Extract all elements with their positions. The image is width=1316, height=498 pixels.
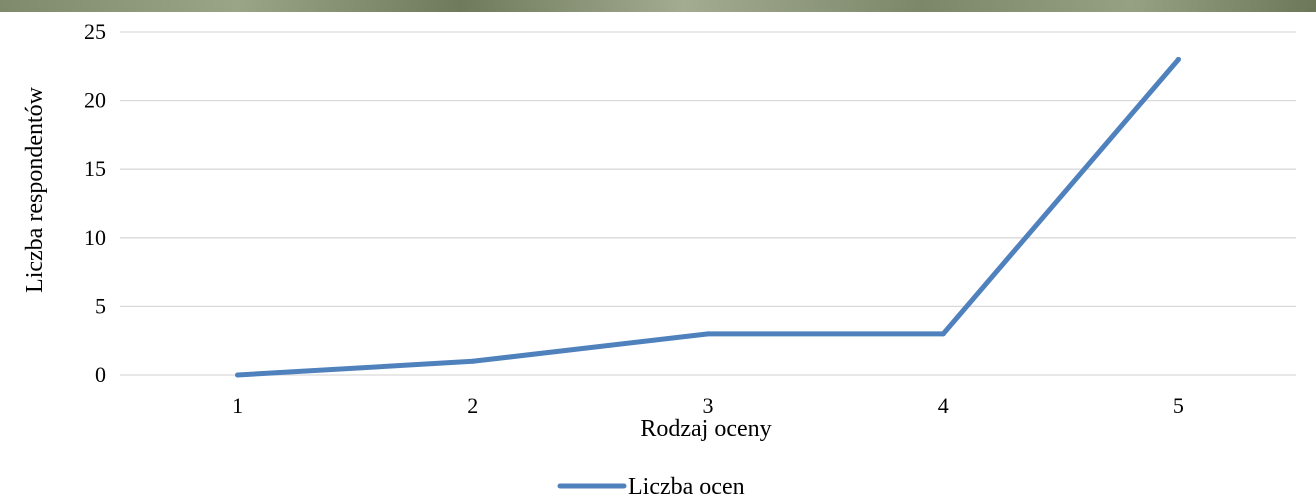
x-tick-label: 5 — [1173, 393, 1184, 418]
y-tick-label: 20 — [84, 88, 106, 113]
y-tick-label: 5 — [95, 293, 106, 318]
series-line — [235, 56, 1181, 378]
legend-label: Liczba ocen — [628, 474, 745, 498]
y-tick-label: 10 — [84, 225, 106, 250]
background-photo-strip — [0, 0, 1316, 12]
data-point — [470, 358, 476, 364]
x-tick-label: 1 — [232, 393, 243, 418]
data-point — [1175, 56, 1181, 62]
y-tick-label: 25 — [84, 19, 106, 44]
data-point — [940, 331, 946, 337]
data-point — [235, 372, 241, 378]
x-tick-label: 2 — [467, 393, 478, 418]
y-tick-label: 0 — [95, 362, 106, 387]
data-point — [705, 331, 711, 337]
y-axis-label: Liczba respondentów — [22, 86, 48, 293]
x-tick-label: 3 — [703, 393, 714, 418]
x-axis-label: Rodzaj oceny — [640, 416, 771, 442]
x-tick-label: 4 — [938, 393, 949, 418]
y-tick-label: 15 — [84, 156, 106, 181]
